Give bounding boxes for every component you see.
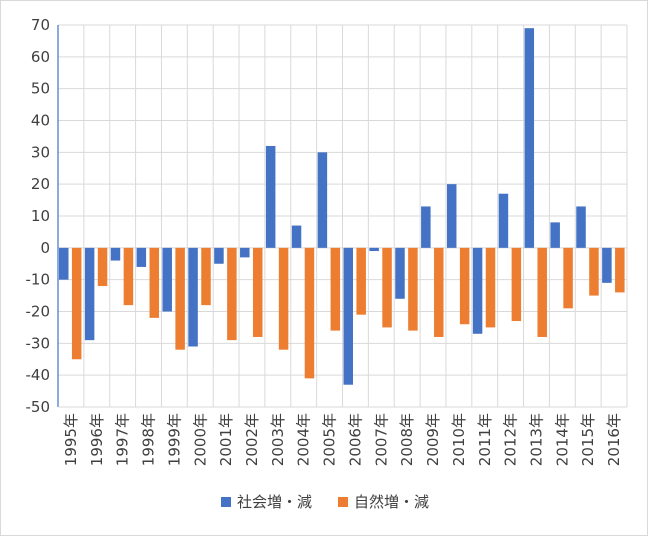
legend-item-series-1: 社会増・減 [220,491,312,512]
bar-series-1-2009年 [421,206,431,248]
bar-series-1-2001年 [214,247,224,264]
y-tick-label: -10 [26,271,51,289]
bar-series-1-1997年 [110,247,121,261]
y-tick-label: 30 [31,143,50,161]
bar-series-1-2013年 [524,28,535,248]
bar-series-2-2002年 [252,247,263,337]
bar-series-1-2003年 [265,145,276,248]
bar-series-1-2007年 [369,247,379,252]
y-axis-tick-labels: 70 60 50 40 30 20 10 0 -10 -20 -30 -40 -50 [26,16,51,416]
gridlines [57,24,628,408]
x-tick-label: 1998年 [140,413,158,466]
y-tick-label: 70 [31,16,50,34]
bar-series-1-2012年 [498,193,509,248]
bar-series-2-2007年 [382,247,392,328]
y-tick-label: -50 [26,398,51,416]
bars [59,28,625,385]
bar-series-1-2005年 [317,152,328,248]
y-tick-label: -40 [26,366,51,384]
bar-series-2-2015年 [589,247,599,296]
axes [57,25,627,408]
bar-series-1-2000年 [188,247,198,347]
x-tick-label: 2006年 [346,413,364,466]
x-tick-label: 2014年 [553,413,571,466]
x-tick-label: 1996年 [88,413,106,466]
legend-swatch-series-1 [220,496,231,507]
y-tick-label: 40 [31,112,50,130]
legend-swatch-series-2 [338,496,348,507]
y-tick-label: 60 [31,48,50,66]
x-tick-label: 1999年 [165,413,183,466]
bar-series-1-1999年 [162,247,172,312]
x-tick-label: 2008年 [398,413,416,466]
bar-series-1-2008年 [395,247,405,299]
x-axis-tick-labels: 1995年 1996年 1997年 1998年 1999年 2000年 2001年 2002年… [62,413,623,466]
x-tick-label: 1995年 [62,413,80,466]
bar-series-1-2014年 [550,222,560,248]
x-tick-label: 2010年 [450,413,468,466]
bar-series-2-2013年 [537,247,547,337]
bar-series-1-1998年 [136,247,147,267]
x-tick-label: 2012年 [502,413,520,466]
bar-series-2-2006年 [356,247,366,315]
legend-label-series-2: 自然増・減 [354,493,430,511]
bar-series-1-1996年 [84,247,95,341]
x-tick-label: 2015年 [579,413,597,466]
bar-series-1-2011年 [472,247,483,334]
bar-series-2-2001年 [227,247,237,341]
bar-series-2-2016年 [615,247,625,293]
bar-series-2-2005年 [330,247,341,331]
x-tick-label: 2000年 [191,413,209,466]
x-tick-label: 2007年 [372,413,390,466]
bar-series-1-2004年 [291,225,302,248]
bar-series-2-2014年 [563,247,573,309]
y-tick-label: 20 [31,175,50,193]
legend-item-series-2: 自然増・減 [338,491,429,512]
bar-series-2-1999年 [175,247,185,350]
x-tick-label: 2003年 [269,413,287,466]
bar-series-2-2000年 [201,247,211,306]
x-tick-label: 2016年 [605,413,623,466]
bar-series-1-2015年 [576,206,586,248]
x-tick-label: 2002年 [243,413,261,466]
bar-series-1-2010年 [446,184,457,248]
x-tick-label: 2004年 [295,413,313,466]
bar-series-2-1996年 [97,247,108,287]
bar-series-1-2002年 [240,247,250,258]
y-tick-label: -20 [26,303,51,321]
bar-series-2-2012年 [511,247,522,322]
x-tick-label: 2011年 [476,413,494,466]
bar-series-2-2003年 [278,247,289,350]
bar-series-2-2011年 [485,247,496,328]
legend-label-series-1: 社会増・減 [236,493,312,511]
x-tick-label: 2005年 [321,413,339,466]
bar-chart: 70 60 50 40 30 20 10 0 -10 -20 -30 -40 -50 1995年 1996… [26,16,628,466]
legend: 社会増・減 自然増・減 [1,491,648,512]
x-tick-label: 2009年 [424,413,442,466]
x-tick-label: 1997年 [114,413,132,466]
bar-series-1-1995年 [59,247,69,280]
x-tick-label: 2001年 [217,413,235,466]
bar-series-1-2016年 [602,247,612,283]
bar-series-1-2006年 [343,247,353,385]
bar-series-2-2009年 [434,247,444,337]
bar-series-2-1997年 [123,247,134,306]
y-tick-label: 0 [40,239,50,257]
y-tick-label: 10 [31,207,50,225]
bar-series-2-2010年 [459,247,470,325]
y-tick-label: -30 [26,334,51,352]
x-tick-label: 2013年 [527,413,545,466]
y-tick-label: 50 [31,80,50,98]
bar-series-2-1995年 [71,247,82,360]
bar-series-2-2004年 [304,247,315,379]
bar-series-2-2008年 [408,247,418,331]
bar-series-2-1998年 [149,247,160,318]
